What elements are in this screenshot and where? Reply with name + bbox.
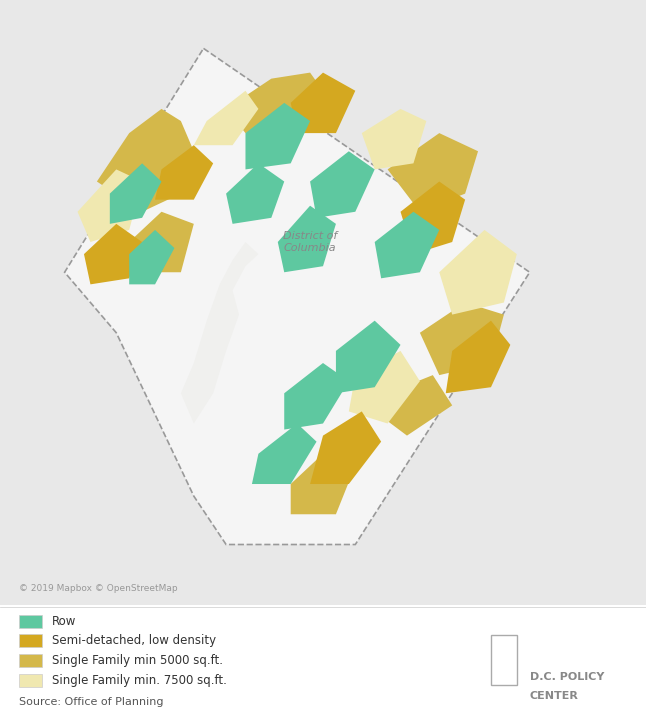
Text: Source: Office of Planning: Source: Office of Planning xyxy=(19,697,164,707)
Text: D.C. POLICY: D.C. POLICY xyxy=(530,672,604,682)
Text: Single Family min 5000 sq.ft.: Single Family min 5000 sq.ft. xyxy=(52,654,223,667)
Text: District of
Columbia: District of Columbia xyxy=(283,231,337,253)
Bar xyxy=(19,654,42,667)
Text: CENTER: CENTER xyxy=(530,691,579,701)
Polygon shape xyxy=(245,103,310,170)
Polygon shape xyxy=(194,91,258,145)
Polygon shape xyxy=(420,302,504,375)
Bar xyxy=(19,634,42,647)
Polygon shape xyxy=(97,109,194,212)
Polygon shape xyxy=(291,72,355,133)
Polygon shape xyxy=(310,412,381,484)
Polygon shape xyxy=(439,230,517,314)
Polygon shape xyxy=(336,321,401,393)
Polygon shape xyxy=(78,170,142,242)
Polygon shape xyxy=(401,182,465,254)
Polygon shape xyxy=(284,363,349,430)
Polygon shape xyxy=(226,163,284,224)
Text: Single Family min. 7500 sq.ft.: Single Family min. 7500 sq.ft. xyxy=(52,674,227,687)
Polygon shape xyxy=(110,163,162,224)
Polygon shape xyxy=(181,242,258,424)
Polygon shape xyxy=(252,424,317,484)
Polygon shape xyxy=(155,145,213,200)
Polygon shape xyxy=(129,230,174,284)
Polygon shape xyxy=(278,205,336,272)
Text: © 2019 Mapbox © OpenStreetMap: © 2019 Mapbox © OpenStreetMap xyxy=(19,584,178,593)
Polygon shape xyxy=(129,212,194,272)
Polygon shape xyxy=(446,321,510,393)
Polygon shape xyxy=(310,151,375,218)
Text: Semi-detached, low density: Semi-detached, low density xyxy=(52,634,216,647)
Polygon shape xyxy=(375,375,452,435)
Polygon shape xyxy=(362,109,426,170)
Polygon shape xyxy=(84,224,142,284)
Polygon shape xyxy=(388,133,478,212)
Polygon shape xyxy=(375,212,439,279)
Bar xyxy=(19,674,42,687)
Polygon shape xyxy=(65,49,530,544)
Polygon shape xyxy=(349,351,420,424)
Text: Row: Row xyxy=(52,615,76,628)
Polygon shape xyxy=(226,72,323,133)
Bar xyxy=(19,615,42,629)
Polygon shape xyxy=(291,454,355,514)
